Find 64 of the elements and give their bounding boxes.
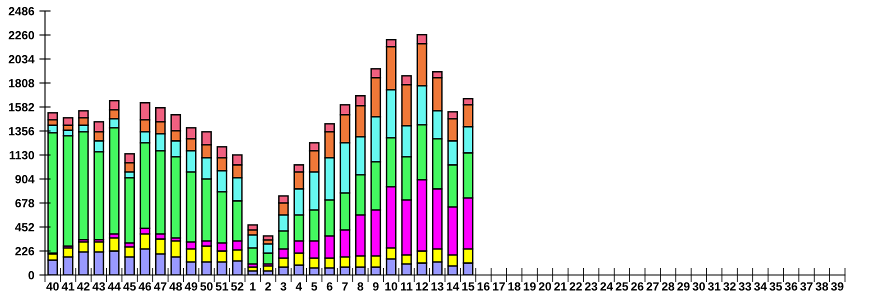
x-tick-label: 15 — [462, 282, 474, 291]
x-tick-label: 32 — [723, 282, 736, 291]
x-tick-label: 51 — [216, 282, 228, 291]
x-tick-label: 9 — [372, 282, 379, 291]
x-tick-label: 46 — [138, 282, 152, 291]
x-tick-label: 17 — [493, 282, 505, 290]
x-tick-label: 26 — [631, 282, 644, 291]
x-tick-label: 7 — [342, 282, 348, 290]
x-tick-label: 21 — [554, 282, 567, 290]
x-tick-label: 34 — [754, 282, 767, 291]
x-tick-label: 2 — [265, 282, 271, 290]
y-tick-label: 2260 — [8, 31, 34, 40]
x-tick-label: 47 — [154, 282, 166, 290]
x-tick-label: 52 — [231, 282, 244, 291]
x-tick-label: 43 — [92, 282, 105, 291]
y-tick-label: 678 — [15, 199, 34, 208]
y-tick-label: 904 — [15, 175, 35, 184]
x-tick-label: 16 — [478, 282, 490, 291]
x-tick-label: 29 — [677, 282, 690, 291]
x-tick-label: 36 — [784, 282, 798, 291]
x-tick-label: 37 — [800, 282, 813, 291]
x-tick-label: 35 — [769, 282, 782, 291]
x-tick-label: 18 — [508, 282, 520, 291]
x-tick-label: 38 — [816, 282, 828, 291]
y-tick-label: 2486 — [8, 7, 34, 16]
y-tick-label: 1808 — [9, 79, 34, 88]
x-tick-label: 6 — [326, 282, 332, 291]
x-tick-label: 10 — [385, 282, 398, 291]
x-tick-label: 30 — [692, 282, 705, 291]
x-tick-label: 28 — [662, 282, 674, 291]
x-tick-label: 11 — [401, 282, 412, 290]
y-tick-label: 1130 — [10, 151, 34, 160]
x-tick-label: 20 — [538, 282, 552, 291]
x-tick-label: 22 — [570, 282, 582, 290]
x-tick-label: 23 — [585, 282, 598, 291]
x-tick-label: 44 — [108, 282, 121, 290]
x-tick-label: 33 — [738, 282, 752, 291]
y-tick-label: 226 — [15, 247, 34, 256]
x-tick-label: 48 — [169, 282, 182, 291]
y-tick-label: 2034 — [8, 55, 35, 64]
x-tick-label: 27 — [646, 282, 659, 290]
x-tick-label: 3 — [280, 282, 286, 291]
x-tick-label: 45 — [123, 282, 136, 291]
y-tick-label: 1356 — [9, 127, 34, 136]
x-tick-label: 14 — [446, 282, 460, 290]
x-tick-label: 39 — [831, 282, 844, 291]
y-tick-label: 0 — [28, 271, 34, 280]
x-tick-label: 8 — [357, 282, 364, 291]
x-tick-label: 40 — [46, 282, 59, 291]
y-tick-label: 1582 — [9, 103, 34, 112]
y-tick-label: 452 — [15, 223, 34, 232]
x-tick-label: 1 — [250, 282, 256, 290]
x-tick-label: 13 — [431, 282, 444, 291]
x-tick-label: 31 — [708, 282, 720, 291]
x-tick-label: 25 — [616, 282, 628, 291]
x-tick-label: 5 — [311, 282, 318, 291]
x-tick-label: 42 — [77, 282, 90, 290]
x-tick-label: 50 — [200, 282, 213, 291]
x-tick-label: 12 — [416, 282, 428, 290]
x-tick-label: 4 — [296, 282, 302, 290]
x-tick-label: 19 — [524, 282, 536, 291]
x-tick-label: 49 — [184, 282, 198, 291]
x-tick-label: 41 — [62, 282, 74, 290]
x-tick-label: 24 — [600, 282, 614, 290]
